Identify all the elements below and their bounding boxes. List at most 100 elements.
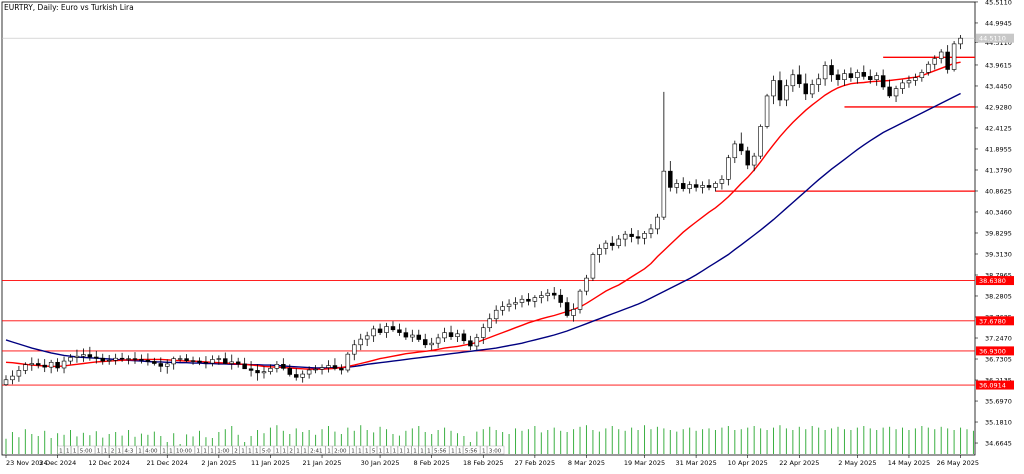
candle-body [352,344,357,355]
y-tick-label: 36.7305 [985,356,1012,364]
candle-body [242,363,247,370]
level-label-bg [976,316,1014,326]
volume-label-box [239,445,247,455]
candle-body [868,76,873,80]
volume-label-box [273,445,281,455]
volume-label: 5:56 [465,449,478,455]
ma-slow-line [5,92,961,369]
chart-title: EURTRY, Daily: Euro vs Turkish Lira [4,3,134,12]
candle-body [36,363,41,366]
candle-body [100,357,105,362]
candle-body [158,363,164,367]
volume-label: 1 [379,449,383,455]
candle-body [668,170,673,188]
volume-label: 4:3 [124,449,133,455]
volume-label-box [377,445,384,455]
candle-body [3,379,9,385]
candle-body [706,185,712,188]
volume-label-box [71,445,78,455]
candle-body [300,373,305,378]
x-tick-label: 31 Mar 2025 [676,459,717,467]
volume-label-box [325,445,333,455]
candle-body [306,369,312,375]
candle-body [893,88,899,97]
level-label: 37.6780 [979,317,1006,325]
volume-label: 1 [351,449,355,455]
volume-label: 1 [327,449,331,455]
volume-label-box [108,445,116,455]
volume-label-box [280,445,288,455]
candle-body [629,233,634,237]
volume-label: 3:00 [489,449,502,455]
x-tick-label: 3 Dec 2024 [39,459,76,467]
volume-label: 1:00 [217,449,230,455]
x-tick-label: 19 Mar 2025 [624,459,665,467]
volume-label-box [253,445,261,455]
volume-label-box [57,445,65,455]
candle-body [513,302,518,305]
candle-body [422,339,428,346]
x-tick-label: 21 Dec 2024 [146,459,188,467]
candle-body [835,74,841,80]
x-tick-label: 23 Nov 2024 [6,459,48,467]
candle-body [803,83,808,95]
candle-body [926,63,931,73]
candle-body [577,290,583,310]
volume-label-box [160,445,168,455]
volume-label-box [370,445,377,455]
x-tick-label: 10 Apr 2025 [728,459,768,467]
candle-body [829,65,834,76]
candle-body [584,277,589,292]
candle-body [680,183,686,189]
volume-label: 1 [358,449,362,455]
volume-label: 1 [196,449,200,455]
level-label: 36.9300 [979,347,1006,355]
candle-body [945,51,950,70]
candle-body [326,365,331,368]
x-tick-label: 22 Apr 2025 [779,459,819,467]
candle-body [313,368,318,371]
candle-body [958,37,963,45]
volume-bars: 1 1 1 5:00 1 1 2 1 4:3 1 4:00 1 1 10:00 1 1 1 1:00 2 1 1 1 5:0… [5,425,974,455]
candle-body [590,254,596,279]
candle-body [132,358,138,360]
volume-label: 4:00 [145,449,158,455]
y-tick-label: 43.4450 [985,82,1012,90]
candle-body [790,74,796,87]
candle-body [551,292,557,296]
candle-body [816,78,821,85]
candle-body [448,332,454,337]
candle-body [339,368,344,371]
candle-body [700,185,705,188]
volume-label-box [383,445,391,455]
moving-average-slow [5,92,961,369]
candle-body [493,309,499,320]
volume-label-box [215,445,233,455]
y-tick-label: 44.5110 [985,39,1012,47]
volume-label-box [432,445,450,455]
volume-label-box [260,445,274,455]
volume-label: 1 [386,449,390,455]
volume-label-box [356,445,364,455]
candle-body [68,357,73,362]
candle-body [919,72,925,78]
candle-body [655,216,660,230]
level-label-bg [976,276,1014,286]
candle-body [94,356,99,359]
volume-label: 5:00 [80,449,93,455]
volume-label-box [301,445,309,455]
candle-body [564,302,570,316]
candle-body [603,242,609,249]
candle-body [887,86,892,97]
volume-label-box [102,445,109,455]
x-tick-label: 2 May 2025 [838,459,876,467]
y-tick-label: 45.5110 [985,0,1012,6]
candle-body [616,238,621,246]
candle-body [822,65,828,80]
candle-body [177,358,183,360]
y-tick-label: 40.3460 [985,208,1012,216]
candle-body [642,233,647,239]
